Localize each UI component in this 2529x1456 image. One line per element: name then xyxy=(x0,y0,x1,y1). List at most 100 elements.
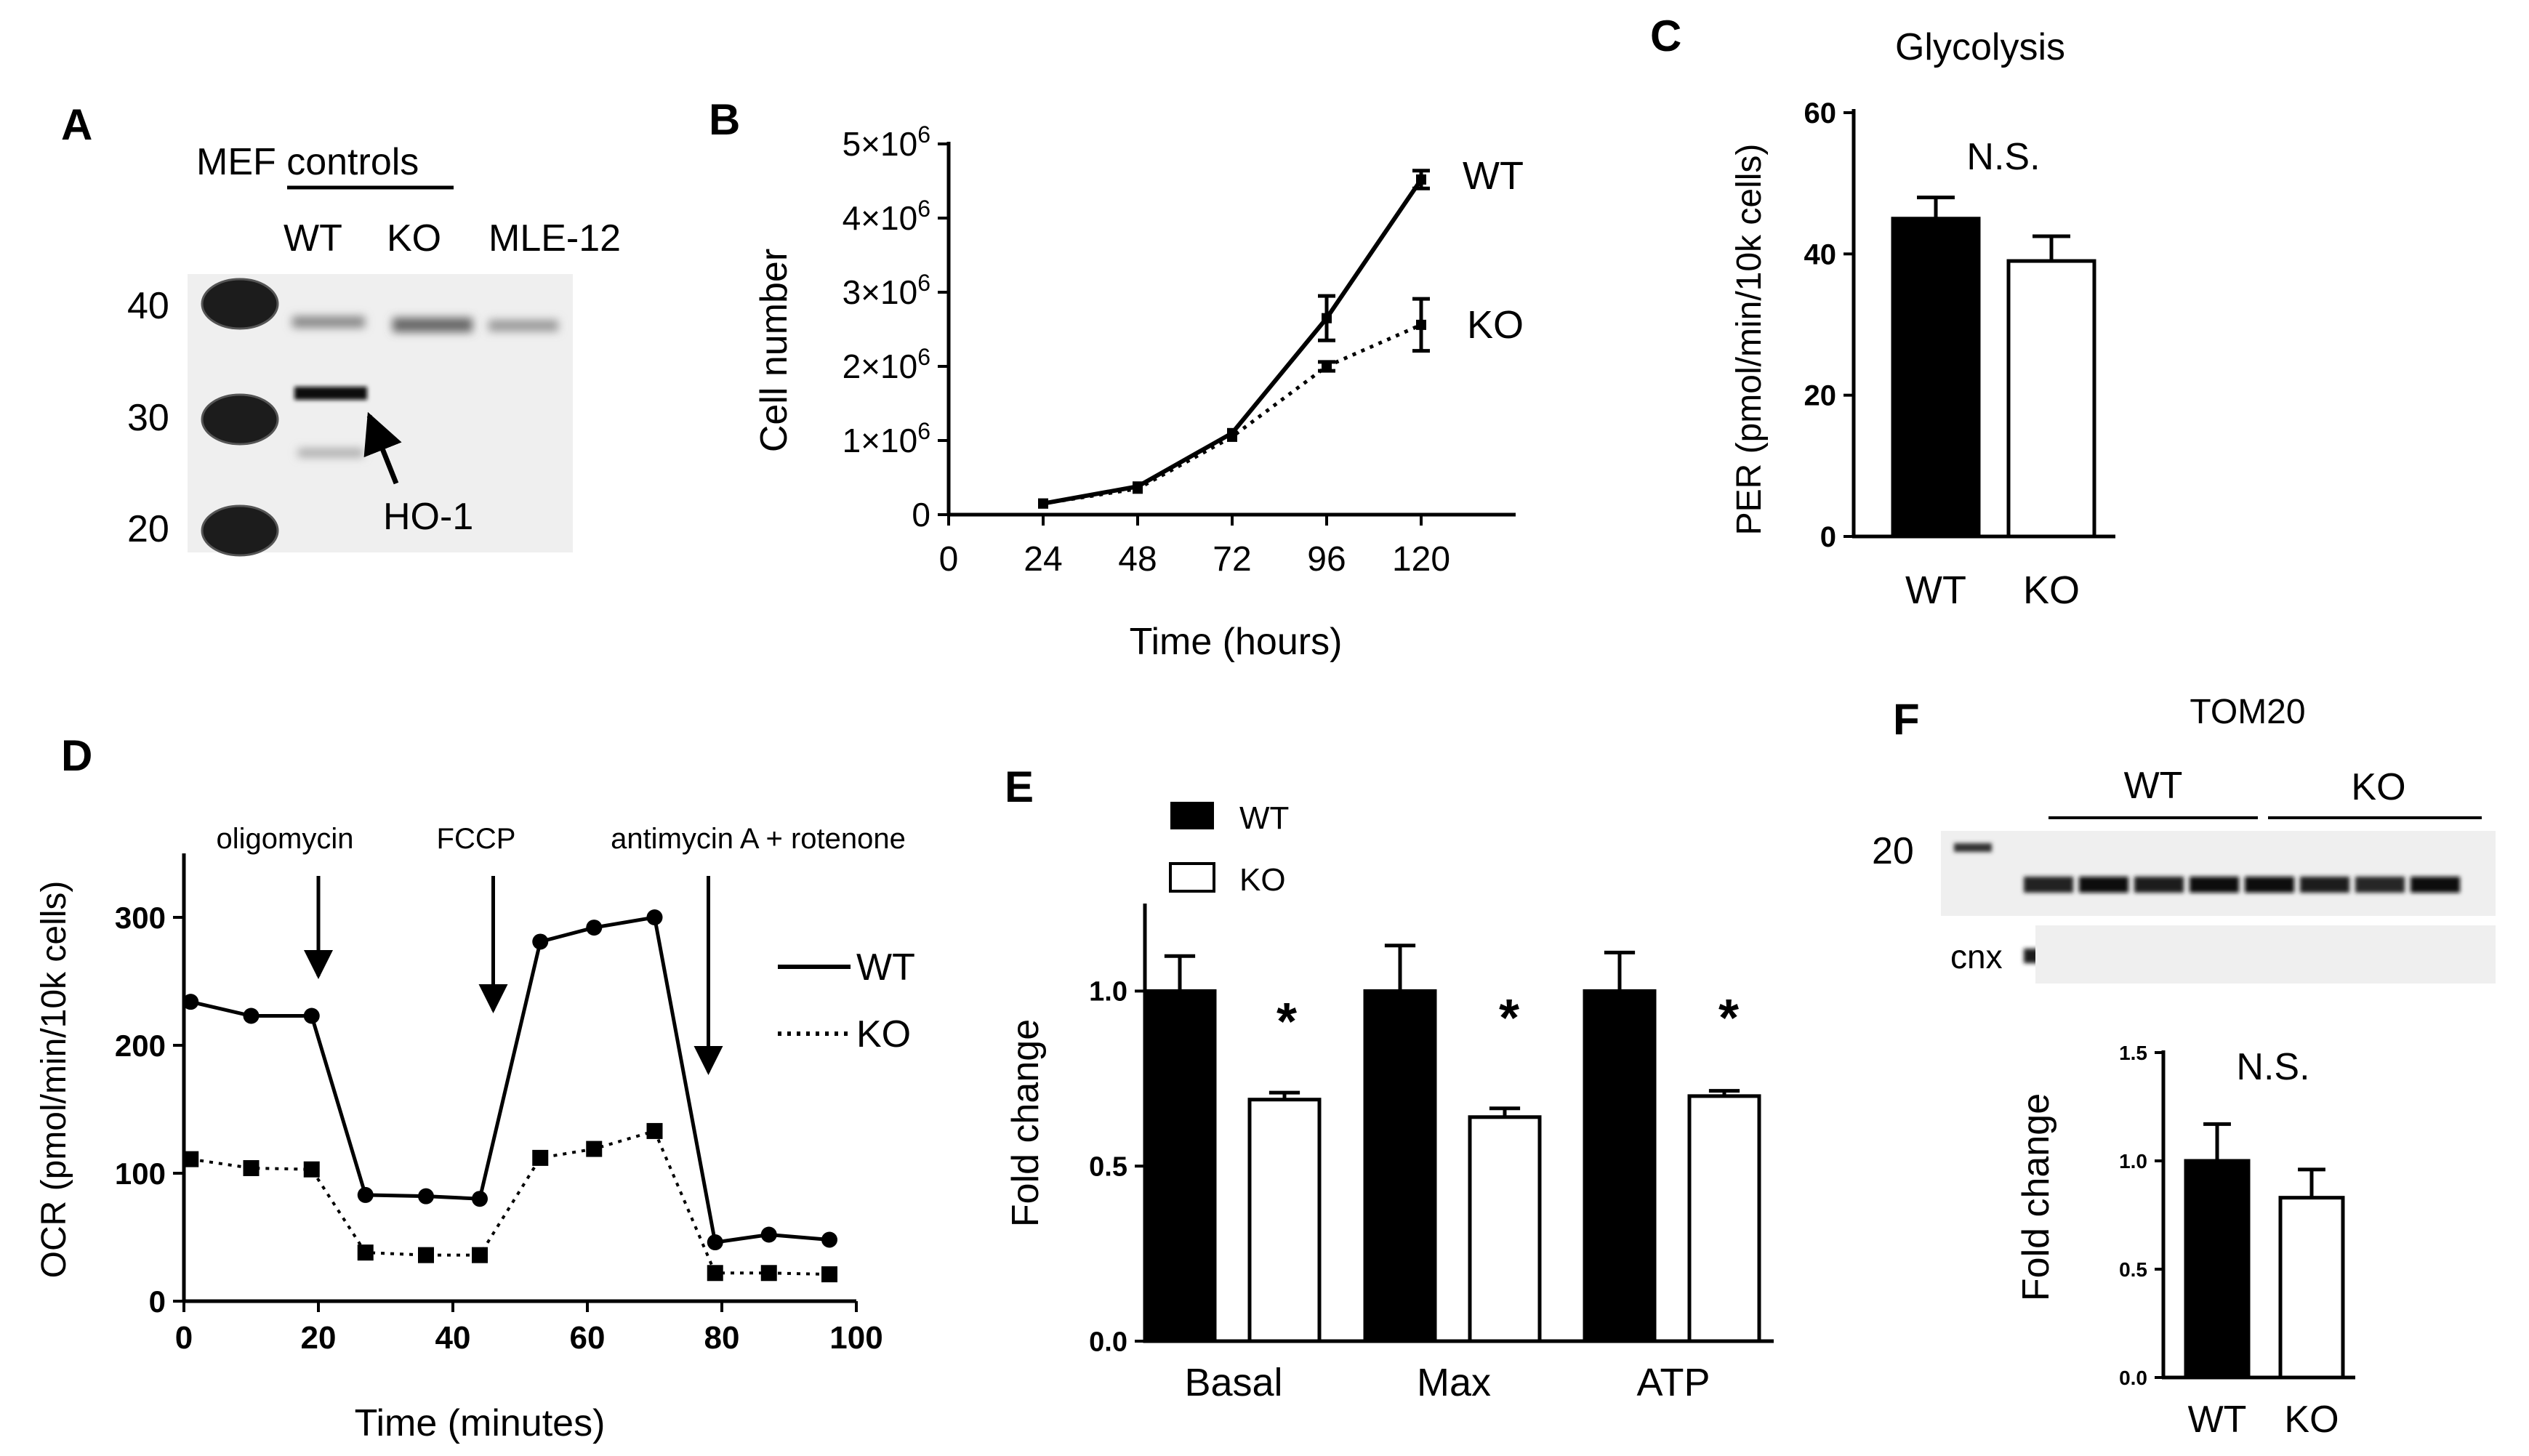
chart-b-xtick-label: 0 xyxy=(939,540,959,579)
chart-e-xtick-atp: ATP xyxy=(1636,1361,1710,1404)
chart-b-point-ko xyxy=(1322,361,1332,371)
chart-f-ytick-label: 1.5 xyxy=(2119,1042,2147,1064)
chart-b-x-axis: 0 24 48 72 96 120 xyxy=(939,512,1516,579)
chart-f-xtick-ko: KO xyxy=(2284,1399,2339,1441)
chart-b-xlabel: Time (hours) xyxy=(1130,621,1343,663)
blot-f-tom20-band xyxy=(2355,877,2405,893)
chart-b-point-ko xyxy=(1133,483,1143,494)
chart-e-xtick-max: Max xyxy=(1417,1361,1491,1404)
chart-e-atp-wt-bar xyxy=(1583,989,1657,1343)
chart-b-point-wt xyxy=(1416,174,1426,185)
chart-d-point-wt xyxy=(357,1186,374,1203)
chart-e-ytick-label: 0.5 xyxy=(1089,1152,1127,1183)
blot-a-ho1-arrow xyxy=(363,411,402,485)
blot-a-band-ho1 xyxy=(294,387,367,400)
chart-c-ylabel: PER (pmol/min/10k cells) xyxy=(1730,144,1769,536)
blot-a-band-wt-40 xyxy=(292,316,365,328)
blot-a-ladder-band-40 xyxy=(201,278,279,330)
chart-e-sig-basal: * xyxy=(1276,993,1297,1051)
chart-f-ytick-label: 0.0 xyxy=(2119,1367,2147,1389)
chart-d-xtick-label: 40 xyxy=(435,1320,471,1356)
panel-f: F TOM20 WT KO 20 cnx N.S. 0.0 0.5 1.0 1.5 F… xyxy=(1872,693,2496,1441)
chart-d-injection-fccp: FCCP xyxy=(437,823,516,855)
blot-f-title: TOM20 xyxy=(2190,693,2305,731)
blot-a-header: MEF controls xyxy=(196,141,419,183)
chart-b-ytick-label: 2×106 xyxy=(843,344,930,385)
chart-b-xtick-label: 24 xyxy=(1024,540,1062,579)
chart-d-point-ko xyxy=(418,1247,434,1263)
chart-f-ytick-label: 1.0 xyxy=(2119,1150,2147,1173)
chart-b-legend-ko: KO xyxy=(1467,303,1524,347)
chart-d-point-wt xyxy=(646,909,663,925)
chart-b-point-wt xyxy=(1322,313,1332,323)
chart-f-ytick-label: 0.5 xyxy=(2119,1258,2147,1281)
chart-d-point-ko xyxy=(472,1247,488,1263)
panel-b: B 0 1×106 2×106 3×106 4×106 5×106 0 24 48 72 96 12… xyxy=(709,95,1524,663)
chart-e-ytick-label: 0.0 xyxy=(1089,1327,1127,1357)
chart-d-point-wt xyxy=(821,1231,837,1248)
chart-c-y-axis: 0 20 40 60 xyxy=(1804,97,1856,553)
chart-d-point-ko xyxy=(303,1161,320,1178)
chart-c-ko-bar xyxy=(2006,259,2096,539)
chart-c-xtick-wt: WT xyxy=(1905,568,1966,612)
panel-c: C Glycolysis N.S. 0 20 40 60 PER (pmol/min/… xyxy=(1650,12,2115,612)
chart-d-x-axis: 0 20 40 60 80 100 xyxy=(175,1299,883,1356)
chart-d-ytick-label: 200 xyxy=(115,1029,166,1063)
chart-d-xtick-label: 80 xyxy=(704,1320,740,1356)
chart-f-wt-bar xyxy=(2184,1159,2251,1380)
blot-a-ladder-band-20 xyxy=(201,504,279,557)
chart-b-xtick-label: 48 xyxy=(1118,540,1157,579)
chart-e-y-axis: 0.0 0.5 1.0 xyxy=(1089,904,1147,1357)
chart-d-point-wt xyxy=(182,994,199,1010)
chart-d-point-ko xyxy=(182,1151,199,1167)
blot-f-tom20-band xyxy=(2411,877,2460,893)
blot-a-lane-ko: KO xyxy=(387,217,441,260)
chart-c-wt-bar xyxy=(1891,217,1981,539)
chart-c-ytick-label: 20 xyxy=(1804,380,1837,412)
chart-e-ytick-label: 1.0 xyxy=(1089,977,1127,1007)
chart-d-series-wt-line xyxy=(190,915,830,1244)
blot-f-tom20-band xyxy=(2190,877,2239,893)
chart-d-series-ko-line xyxy=(190,1129,830,1276)
blot-f-group-ko: KO xyxy=(2351,766,2405,808)
blot-a-marker-40: 40 xyxy=(127,285,169,327)
chart-f-ko-bar xyxy=(2278,1196,2345,1380)
blot-a-ladder-band-30 xyxy=(201,393,279,446)
chart-d-point-wt xyxy=(586,920,603,936)
chart-b-ytick-label: 1×106 xyxy=(843,418,930,459)
chart-b-series-ko-line xyxy=(1042,323,1423,506)
chart-b-ytick-label: 3×106 xyxy=(843,270,930,311)
chart-d-point-wt xyxy=(532,933,549,950)
chart-e-legend-wt: WT xyxy=(1239,800,1289,836)
blot-a-lane-wt: WT xyxy=(284,217,342,260)
chart-e-sig-atp: * xyxy=(1718,989,1739,1047)
chart-e-plot xyxy=(1143,944,1774,1343)
chart-c-ytick-label: 60 xyxy=(1804,97,1837,129)
chart-e-basal-ko-bar xyxy=(1247,1098,1322,1343)
chart-c-annotation: N.S. xyxy=(1966,136,2040,178)
chart-e-legend-ko: KO xyxy=(1239,862,1286,898)
chart-d-injection-arrows xyxy=(304,876,723,1075)
chart-c-ytick-label: 0 xyxy=(1820,521,1836,553)
blot-f-loading-membrane xyxy=(2035,925,2496,984)
chart-e-max-wt-bar xyxy=(1363,989,1437,1343)
panel-label-d: D xyxy=(61,731,92,780)
chart-b-plot xyxy=(1038,169,1430,509)
blot-a-band-wt-lower xyxy=(298,449,363,457)
chart-e-atp-ko-bar xyxy=(1687,1094,1761,1343)
blot-f-tom20-band xyxy=(2134,877,2184,893)
chart-b-point-ko xyxy=(1227,431,1237,442)
chart-d-point-wt xyxy=(243,1007,260,1024)
blot-f-membrane xyxy=(1941,831,2496,916)
chart-d-legend-ko: KO xyxy=(856,1013,911,1055)
panel-label-e: E xyxy=(1005,763,1034,811)
chart-f-ylabel: Fold change xyxy=(2015,1093,2057,1301)
chart-e-sig-max: * xyxy=(1499,989,1519,1047)
chart-d-ylabel: OCR (pmol/min/10k cells) xyxy=(35,881,73,1279)
chart-e-basal-wt-bar xyxy=(1143,989,1217,1343)
chart-d-ytick-label: 0 xyxy=(149,1284,166,1319)
chart-b-point-ko xyxy=(1416,319,1426,330)
chart-e-ylabel: Fold change xyxy=(1005,1019,1047,1227)
chart-d-xtick-label: 0 xyxy=(175,1320,193,1356)
chart-e-legend-wt-swatch xyxy=(1170,802,1214,829)
